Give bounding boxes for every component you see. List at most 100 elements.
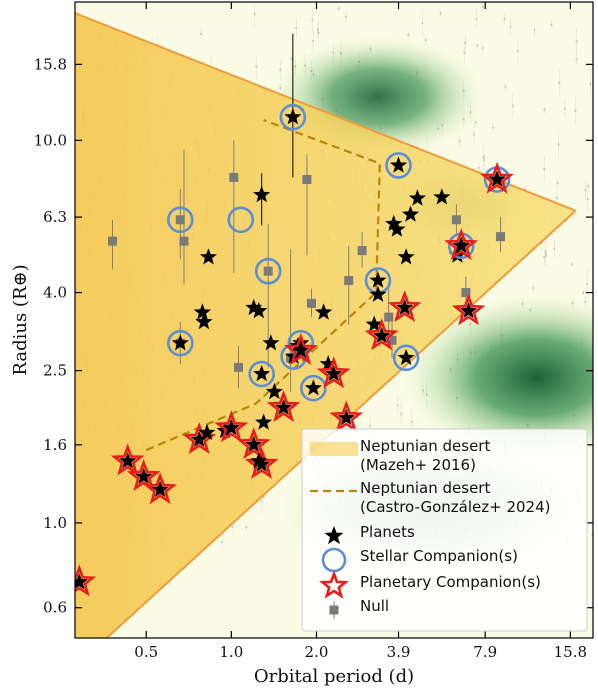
- background-point: [472, 133, 476, 136]
- planet-marker: [369, 285, 387, 302]
- planet-marker: [319, 355, 337, 372]
- legend-label-castro: Neptunian desert (Castro-González+ 2024): [360, 479, 550, 516]
- background-point: [332, 51, 335, 54]
- planet-points: [75, 33, 514, 597]
- background-point: [379, 127, 382, 130]
- background-point: [585, 283, 589, 286]
- planet-marker: [390, 156, 408, 173]
- planet-marker: [195, 313, 213, 330]
- y-tick-label: 1.6: [43, 436, 67, 454]
- null-marker: [344, 276, 354, 286]
- background-point: [415, 71, 419, 74]
- planet-marker: [193, 303, 211, 320]
- background-point: [220, 541, 224, 544]
- background-point: [396, 403, 399, 406]
- planet-marker: [250, 302, 268, 319]
- background-point: [476, 44, 479, 47]
- background-point: [571, 302, 574, 305]
- y-tick-label: 4.0: [43, 284, 67, 302]
- background-point: [289, 58, 293, 61]
- stellar-companion-ring: [300, 374, 327, 402]
- planet-marker: [253, 185, 271, 203]
- background-point: [533, 29, 536, 32]
- background-point: [521, 302, 524, 306]
- background-point: [400, 413, 403, 416]
- background-point: [337, 7, 340, 10]
- background-point: [543, 255, 546, 259]
- background-point: [421, 389, 425, 392]
- background-point: [344, 15, 348, 19]
- planetary-companion-star: [444, 228, 479, 261]
- legend-label-planets: Planets: [360, 523, 415, 541]
- legend-label-line: Planets: [360, 523, 415, 541]
- x-tick-label: 2.0: [305, 643, 329, 661]
- background-point: [482, 155, 485, 159]
- legend-label-stellar: Stellar Companion(s): [360, 547, 518, 565]
- planet-marker: [75, 573, 88, 590]
- null-marker: [229, 172, 239, 182]
- background-point: [407, 33, 410, 36]
- x-tick-label: 1.0: [219, 643, 243, 661]
- background-point: [516, 49, 520, 53]
- y-tick-label: 1.0: [43, 514, 67, 532]
- planet-marker: [275, 398, 293, 415]
- planetary-companion-star: [236, 427, 271, 460]
- y-axis-ticks: 0.6 1.0 1.6 2.5 4.0 6.3 10.0 15.8: [34, 55, 593, 617]
- background-point: [586, 198, 589, 201]
- legend-handle-planetary: [319, 570, 349, 599]
- background-point: [553, 247, 556, 250]
- legend-label-line: (Mazeh+ 2016): [360, 456, 476, 474]
- background-point: [583, 398, 586, 401]
- y-axis-title: Radius (R⊕): [10, 264, 31, 375]
- planet-marker: [199, 248, 217, 265]
- legend-label-line: Neptunian desert: [360, 437, 490, 455]
- background-point: [481, 5, 484, 8]
- background-point: [559, 407, 562, 411]
- stellar-companion-ring: [392, 344, 420, 372]
- null-marker: [357, 246, 367, 256]
- planet-marker: [388, 220, 406, 237]
- planetary-companion-star: [266, 389, 301, 422]
- background-point: [339, 52, 343, 55]
- background-point: [589, 82, 592, 86]
- planetary-companion-star: [126, 458, 161, 492]
- background-point: [474, 121, 477, 124]
- stellar-companion-ring: [254, 257, 282, 285]
- legend-label-planetary: Planetary Companion(s): [360, 573, 541, 591]
- background-point: [574, 109, 577, 112]
- planet-marker: [304, 379, 322, 396]
- castro-desert-line: [145, 119, 381, 452]
- background-point: [526, 424, 529, 427]
- planet-marker: [284, 108, 302, 125]
- background-point: [544, 251, 547, 254]
- x-tick-label: 3.9: [387, 643, 411, 661]
- legend-label-line: Null: [360, 597, 389, 615]
- background-point: [464, 41, 467, 44]
- planet-marker: [373, 327, 391, 344]
- planet-marker: [222, 419, 240, 436]
- legend-handle-planet: [324, 526, 344, 545]
- background-point: [469, 323, 472, 326]
- planetary-companion-star: [329, 400, 364, 433]
- background-point: [550, 23, 553, 26]
- background-point: [463, 51, 466, 54]
- legend-label-line: Planetary Companion(s): [360, 573, 541, 591]
- planetary-companion-star: [244, 446, 279, 479]
- planet-marker: [151, 480, 169, 498]
- background-point: [543, 167, 546, 171]
- null-marker: [179, 236, 189, 246]
- null-marker: [461, 288, 471, 298]
- background-point: [503, 18, 506, 21]
- planet-marker: [369, 271, 387, 288]
- planetary-companion-star: [364, 318, 399, 351]
- planetary-companion-star: [75, 564, 97, 597]
- background-point: [357, 60, 361, 63]
- y-tick-label: 0.6: [43, 599, 67, 617]
- background-point: [483, 158, 486, 162]
- background-point: [199, 32, 203, 35]
- background-point: [580, 342, 584, 346]
- null-marker: [384, 312, 394, 322]
- background-point: [368, 424, 372, 428]
- background-point: [556, 181, 559, 185]
